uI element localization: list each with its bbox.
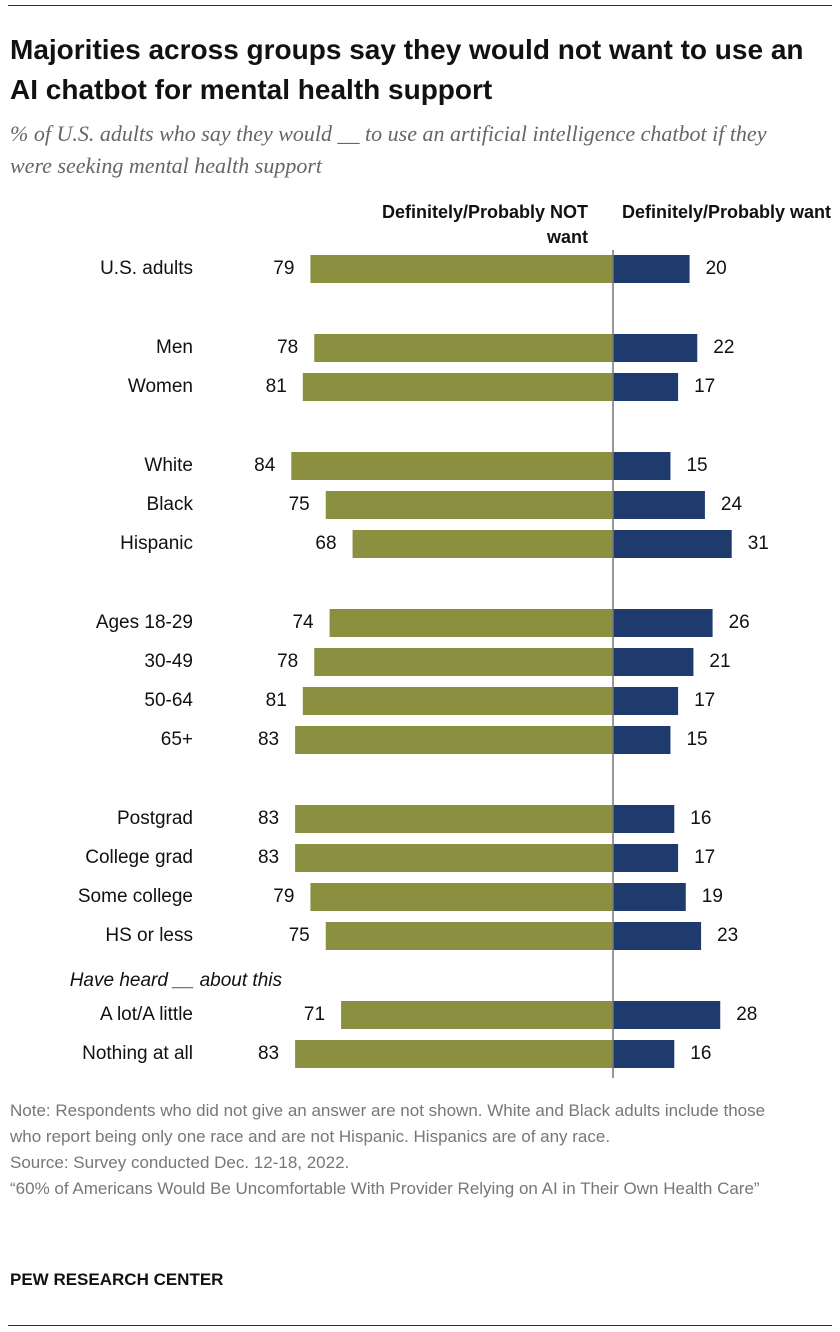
category-label: U.S. adults xyxy=(100,258,193,279)
value-label: 68 xyxy=(315,533,336,554)
bar xyxy=(613,648,694,676)
bar xyxy=(613,452,671,480)
value-label: 81 xyxy=(266,690,287,711)
bar xyxy=(613,687,679,715)
value-label: 83 xyxy=(258,808,279,829)
value-label: 16 xyxy=(690,808,711,829)
category-label: Black xyxy=(147,494,194,515)
legend-label: Definitely/Probably want xyxy=(622,202,832,222)
value-label: 17 xyxy=(694,376,715,397)
bar xyxy=(613,805,675,833)
value-label: 78 xyxy=(277,651,298,672)
category-label: HS or less xyxy=(105,925,193,946)
subheading: Have heard __ about this xyxy=(70,970,283,991)
credit: PEW RESEARCH CENTER xyxy=(10,1270,224,1289)
value-label: 24 xyxy=(721,494,743,515)
bar xyxy=(613,922,702,950)
value-label: 17 xyxy=(694,847,715,868)
category-label: 50-64 xyxy=(144,690,193,711)
category-label: Postgrad xyxy=(117,808,193,829)
bar xyxy=(314,334,613,362)
value-label: 17 xyxy=(694,690,715,711)
category-label: Some college xyxy=(78,886,193,907)
bar xyxy=(613,1040,675,1068)
value-label: 83 xyxy=(258,1043,279,1064)
value-label: 78 xyxy=(277,337,298,358)
chart-title: Majorities across groups say they would … xyxy=(10,34,804,105)
chart: U.S. adults 79 20 Men 78 22 Women 81 17 White 84 15… xyxy=(70,250,769,1078)
category-label: White xyxy=(144,455,193,476)
value-label: 79 xyxy=(273,886,294,907)
value-label: 20 xyxy=(706,258,727,279)
bar xyxy=(613,334,698,362)
category-label: College grad xyxy=(85,847,193,868)
top-rule xyxy=(8,5,832,6)
value-label: 23 xyxy=(717,925,738,946)
bar xyxy=(325,491,613,519)
bar xyxy=(302,687,613,715)
bar xyxy=(329,609,613,637)
bar xyxy=(295,1040,613,1068)
bar xyxy=(295,844,613,872)
bar xyxy=(341,1001,613,1029)
bottom-rule xyxy=(8,1325,832,1326)
bar xyxy=(613,255,690,283)
bar xyxy=(302,373,613,401)
value-label: 84 xyxy=(254,455,276,476)
bar xyxy=(295,726,613,754)
value-label: 83 xyxy=(258,847,279,868)
bar xyxy=(291,452,613,480)
category-label: Hispanic xyxy=(120,533,193,554)
legend-label: Definitely/Probably NOT want xyxy=(381,202,588,247)
chart-subtitle: % of U.S. adults who say they would __ t… xyxy=(10,121,767,178)
value-label: 79 xyxy=(273,258,294,279)
value-label: 16 xyxy=(690,1043,711,1064)
value-label: 83 xyxy=(258,729,279,750)
bar xyxy=(310,883,613,911)
value-label: 28 xyxy=(736,1004,757,1025)
category-label: 65+ xyxy=(161,729,193,750)
bar xyxy=(310,255,613,283)
bar xyxy=(613,726,671,754)
value-label: 22 xyxy=(713,337,734,358)
bar xyxy=(613,491,705,519)
value-label: 74 xyxy=(292,612,314,633)
value-label: 15 xyxy=(686,729,707,750)
bar xyxy=(613,1001,721,1029)
value-label: 31 xyxy=(748,533,769,554)
bar xyxy=(613,373,679,401)
bar xyxy=(613,883,686,911)
value-label: 21 xyxy=(709,651,730,672)
note: Note: Respondents who did not give an an… xyxy=(10,1101,766,1146)
category-label: Ages 18-29 xyxy=(96,612,193,633)
category-label: Women xyxy=(128,376,193,397)
source: Source: Survey conducted Dec. 12-18, 202… xyxy=(10,1153,350,1172)
bar xyxy=(613,844,679,872)
value-label: 71 xyxy=(304,1004,325,1025)
bar xyxy=(613,530,732,558)
category-label: A lot/A little xyxy=(100,1004,193,1025)
report-title: “60% of Americans Would Be Uncomfortable… xyxy=(10,1179,760,1198)
category-label: 30-49 xyxy=(144,651,193,672)
value-label: 75 xyxy=(289,494,310,515)
bar xyxy=(314,648,613,676)
value-label: 19 xyxy=(702,886,723,907)
value-label: 81 xyxy=(266,376,287,397)
bar xyxy=(295,805,613,833)
bar xyxy=(352,530,613,558)
value-label: 15 xyxy=(686,455,707,476)
value-label: 75 xyxy=(289,925,310,946)
category-label: Nothing at all xyxy=(82,1043,193,1064)
notes: Note: Respondents who did not give an an… xyxy=(10,1098,800,1202)
bar xyxy=(613,609,713,637)
category-label: Men xyxy=(156,337,193,358)
bar xyxy=(325,922,613,950)
value-label: 26 xyxy=(729,612,750,633)
